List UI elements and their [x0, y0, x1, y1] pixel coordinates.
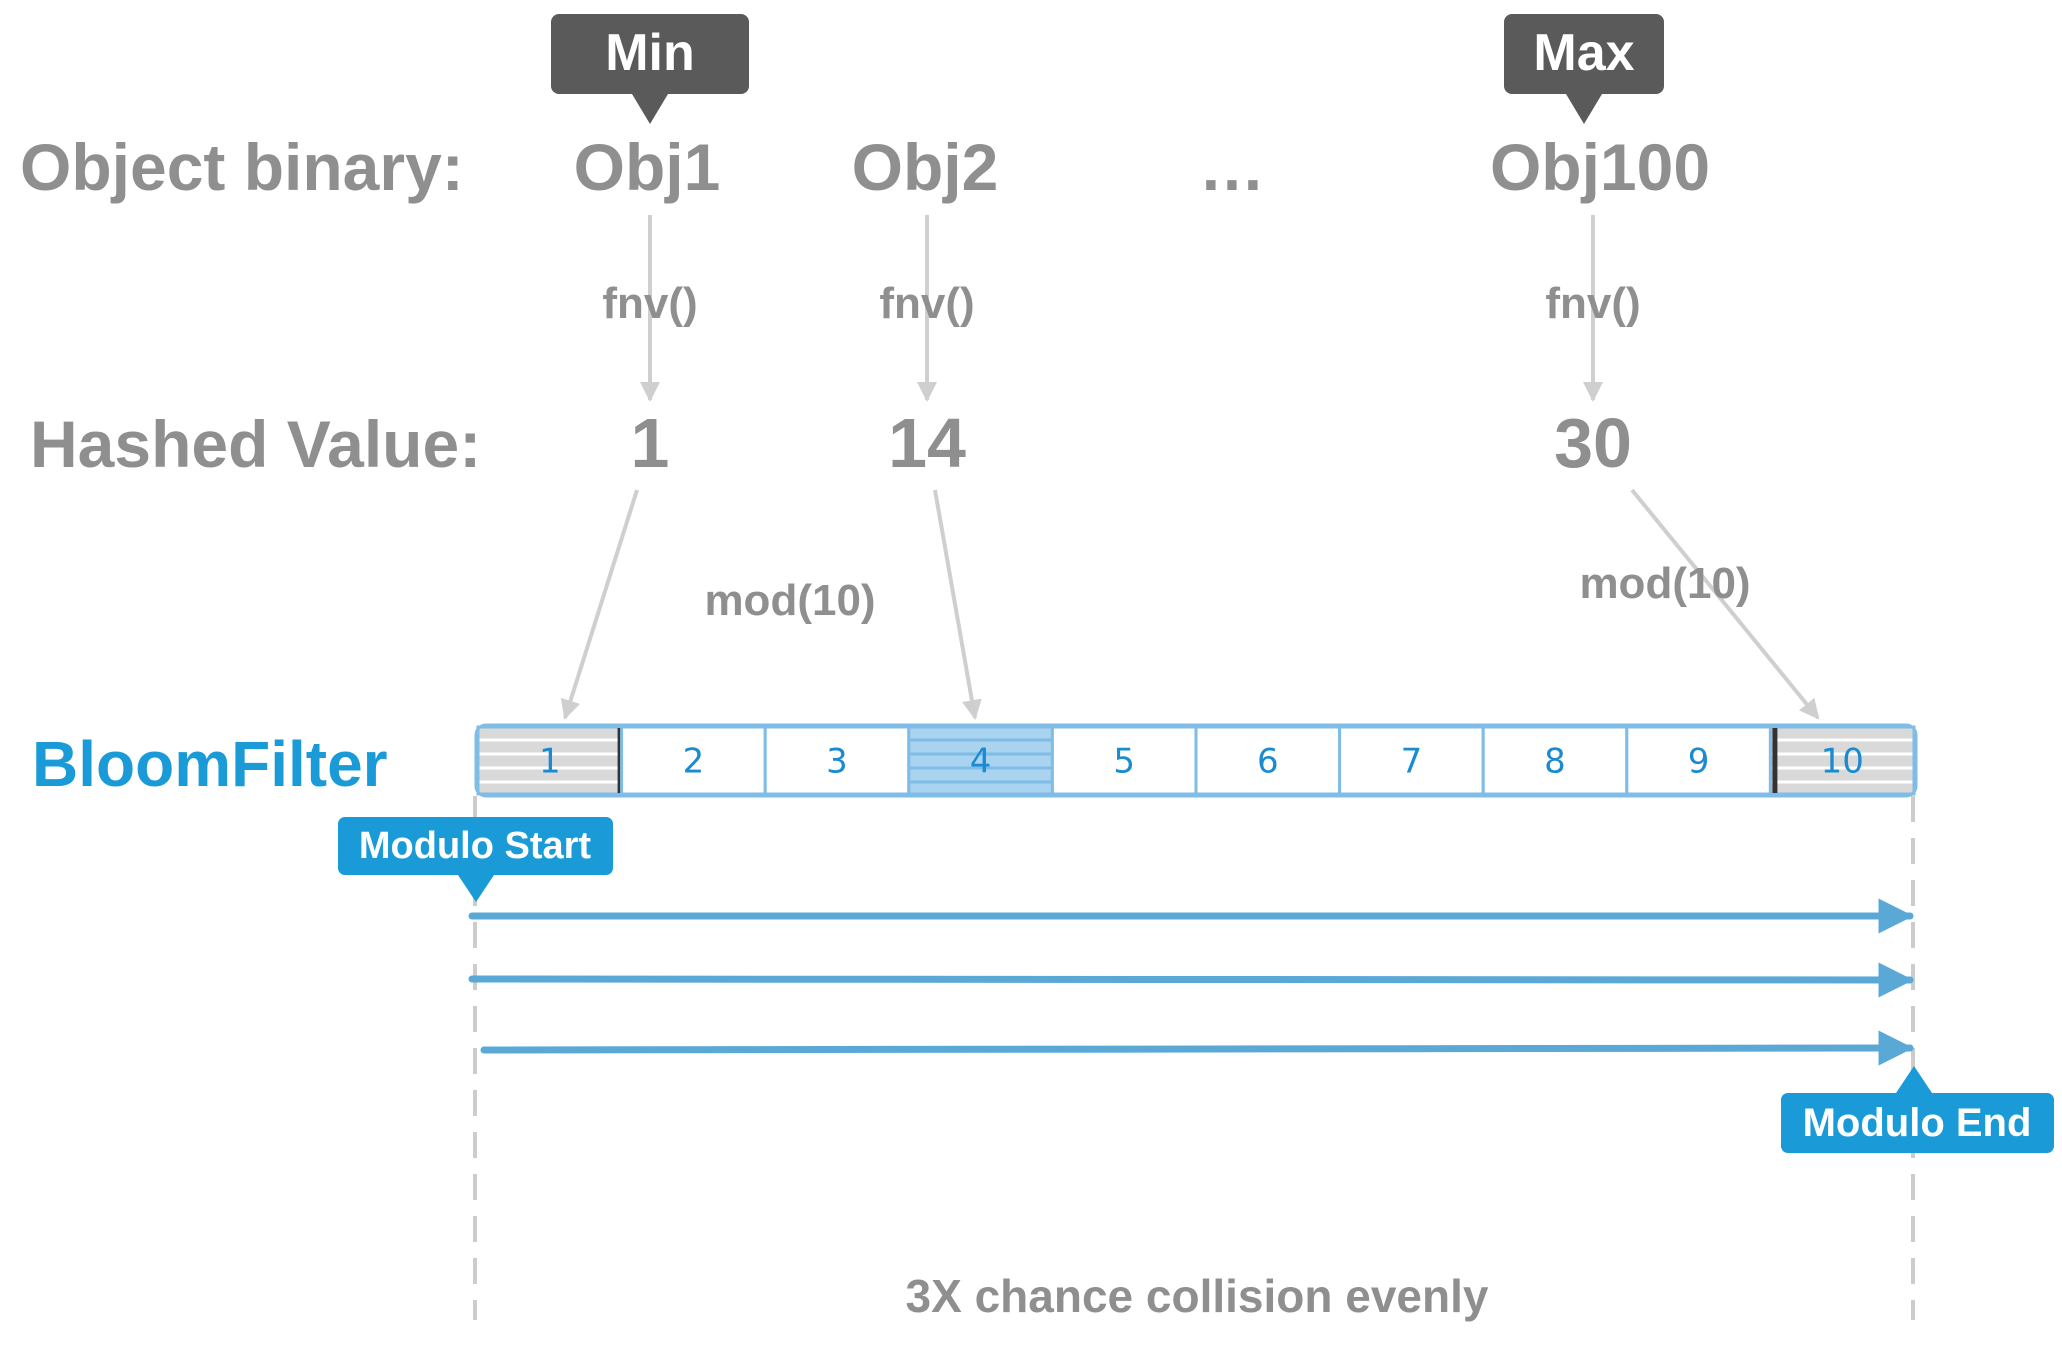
obj100-label: Obj100: [1490, 130, 1710, 204]
hashed-value-label: Hashed Value:: [30, 407, 481, 481]
bloom-cell-number: 7: [1401, 742, 1423, 782]
hash-value-obj2: 14: [888, 404, 966, 482]
min-tag-label: Min: [605, 24, 695, 82]
bloom-cell-box: [763, 725, 911, 796]
bloom-cell-7: 7: [1338, 725, 1485, 796]
fnv-label-obj2: fnv(): [879, 279, 974, 328]
bloom-cell-9: 9: [1625, 725, 1772, 796]
hash-value-obj100: 30: [1554, 404, 1632, 482]
max-tag-box: [1504, 14, 1664, 94]
modulo-end-box: [1781, 1093, 2054, 1153]
bloom-filter-border: [474, 723, 1918, 798]
modulo-end-label: Modulo End: [1803, 1101, 2032, 1145]
modulo-end-tag: Modulo End: [1781, 1066, 2054, 1153]
modulo-start-box: [338, 817, 613, 875]
bloom-cell-box: [1768, 725, 1916, 796]
modulo-start-label: Modulo Start: [359, 825, 592, 867]
bloom-cell-box: [1481, 725, 1629, 796]
bloom-cell-number: 6: [1257, 742, 1279, 782]
bloom-cell-4: 4: [907, 725, 1054, 796]
bloom-filter-array: 1 2 3 4 5 6 7 8 9 10: [474, 723, 1918, 798]
max-tag: Max: [1504, 14, 1664, 124]
mod-arrow-obj1: [560, 489, 639, 720]
bloom-cell-6: 6: [1194, 725, 1342, 796]
obj2-label: Obj2: [852, 130, 999, 204]
ellipsis-label: …: [1199, 130, 1265, 204]
object-binary-label: Object binary:: [20, 130, 464, 204]
mod-arrow-obj2: [933, 489, 982, 720]
min-tag: Min: [551, 14, 749, 124]
obj1-label: Obj1: [574, 130, 721, 204]
bloom-cell-number: 3: [826, 742, 848, 782]
bloom-cell-box: [1194, 725, 1342, 796]
wrap-arrow-3: [480, 1030, 1914, 1066]
bloom-cell-3: 3: [763, 725, 911, 796]
bloom-cell-number: 5: [1113, 742, 1135, 782]
fnv-label-obj100: fnv(): [1545, 279, 1640, 328]
bloom-cell-10: 10: [1768, 725, 1916, 796]
bloom-cell-edge-marker: [1772, 728, 1778, 793]
bloom-cell-box: [1050, 725, 1198, 796]
bloom-cell-1: 1: [476, 725, 624, 796]
bloom-cell-number: 4: [970, 742, 992, 782]
bloom-cell-8: 8: [1481, 725, 1629, 796]
min-tag-pointer: [632, 94, 668, 124]
bloom-cell-number: 2: [683, 742, 705, 782]
bloom-cell-box: [620, 725, 767, 796]
modulo-end-pointer: [1896, 1066, 1932, 1093]
bloom-cell-box: [907, 725, 1054, 796]
fnv-label-obj1: fnv(): [602, 279, 697, 328]
bloom-cell-number: 1: [539, 742, 561, 782]
modulo-start-pointer: [458, 875, 494, 902]
collision-footnote: 3X chance collision evenly: [906, 1270, 1489, 1322]
modulo-start-tag: Modulo Start: [338, 817, 613, 902]
max-tag-pointer: [1566, 94, 1602, 124]
min-tag-box: [551, 14, 749, 94]
hash-value-obj1: 1: [631, 404, 670, 482]
bloom-cell-5: 5: [1050, 725, 1198, 796]
max-tag-label: Max: [1533, 24, 1634, 82]
bloom-cell-number: 8: [1544, 742, 1566, 782]
bloom-filter-title: BloomFilter: [32, 728, 388, 800]
mod-label-right: mod(10): [1579, 559, 1750, 608]
bloom-cell-box: [476, 725, 624, 796]
bloom-cell-2: 2: [620, 725, 767, 796]
wrap-arrow-2: [468, 962, 1914, 998]
mod-label-left: mod(10): [704, 576, 875, 625]
bloom-cell-number: 9: [1688, 742, 1710, 782]
mod-arrow-obj100: [1630, 488, 1820, 720]
bloom-cell-box: [1338, 725, 1485, 796]
bloom-cell-number: 10: [1821, 742, 1864, 782]
